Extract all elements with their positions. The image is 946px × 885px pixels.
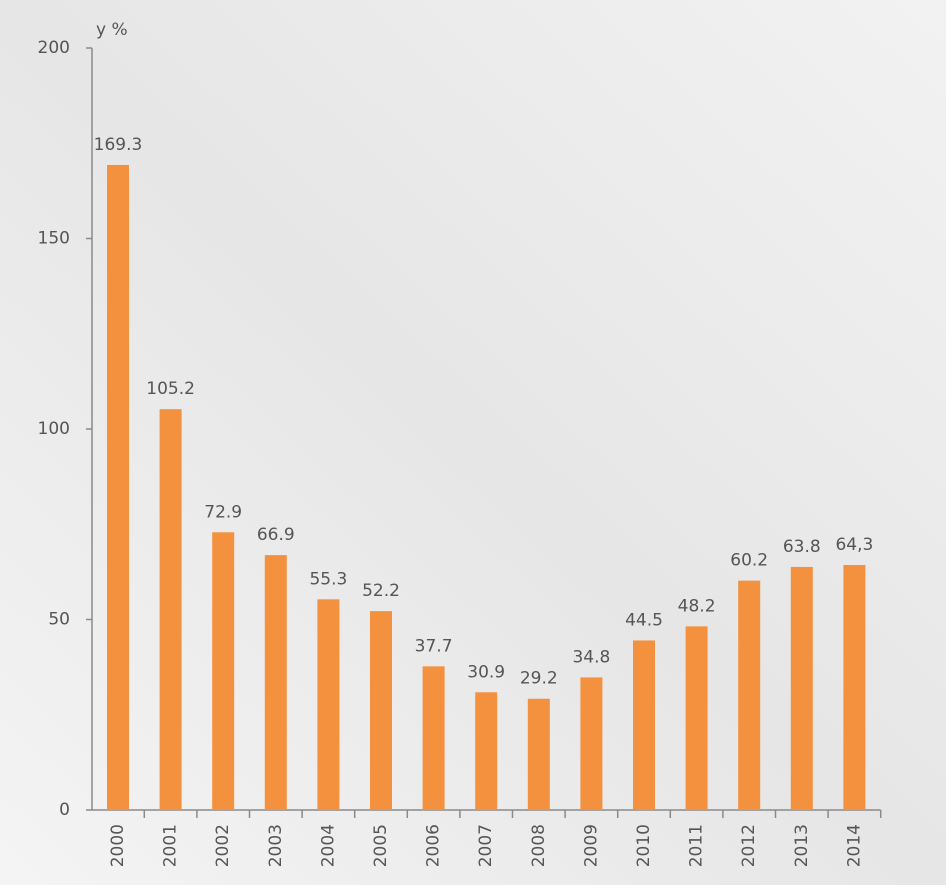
data-label: 169.3 <box>94 135 143 155</box>
x-tick-label: 2005 <box>371 824 391 867</box>
x-tick-label: 2006 <box>424 824 444 867</box>
data-label: 29.2 <box>520 669 558 689</box>
data-label: 52.2 <box>362 581 400 601</box>
data-label: 30.9 <box>467 662 505 682</box>
x-tick-label: 2008 <box>529 824 549 867</box>
data-label: 63.8 <box>783 537 821 557</box>
y-tick-label: 100 <box>38 419 70 439</box>
x-tick-label: 2003 <box>266 824 286 867</box>
bar <box>580 677 603 810</box>
y-axis-label: y % <box>96 20 128 40</box>
bar <box>107 164 129 811</box>
bar <box>159 409 182 810</box>
bar <box>422 666 445 810</box>
data-label: 72.9 <box>204 502 242 522</box>
x-tick-label: 2012 <box>739 824 759 867</box>
data-label: 64,3 <box>835 535 873 555</box>
bar <box>527 698 550 810</box>
x-tick-label: 2004 <box>318 824 338 867</box>
x-tick-label: 2011 <box>687 824 707 867</box>
data-label: 60.2 <box>730 551 768 571</box>
x-tick-label: 2009 <box>581 824 601 867</box>
data-label: 55.3 <box>309 569 347 589</box>
data-label: 48.2 <box>678 596 716 616</box>
data-label: 37.7 <box>415 636 453 656</box>
data-label: 34.8 <box>572 647 610 667</box>
data-label: 44.5 <box>625 610 663 630</box>
bar <box>738 580 761 810</box>
bar <box>212 532 235 810</box>
bar <box>633 640 655 810</box>
y-tick-label: 200 <box>38 38 70 58</box>
x-tick-label: 2013 <box>792 824 812 867</box>
x-tick-label: 2014 <box>844 824 864 867</box>
y-tick-label: 50 <box>48 610 70 630</box>
data-label: 105.2 <box>146 379 195 399</box>
bar <box>685 626 708 810</box>
bar <box>790 566 813 810</box>
bar <box>475 692 498 810</box>
x-tick-label: 2001 <box>161 824 181 867</box>
x-tick-label: 2007 <box>476 824 496 867</box>
bar <box>264 555 287 810</box>
data-label: 66.9 <box>257 525 295 545</box>
bar <box>370 611 392 810</box>
bar <box>317 599 340 810</box>
bar <box>843 565 866 810</box>
y-tick-label: 0 <box>59 800 70 820</box>
x-tick-label: 2000 <box>108 824 128 867</box>
x-tick-label: 2002 <box>213 824 233 867</box>
y-tick-label: 150 <box>38 229 70 249</box>
x-tick-label: 2010 <box>634 824 654 867</box>
